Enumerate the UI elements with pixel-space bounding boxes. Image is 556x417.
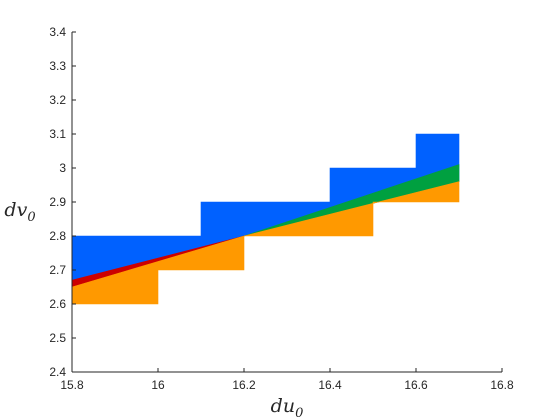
y-ticks: 2.4 2.5 2.6 2.7 2.8 2.9 3 3.1 3.2 3.3 3.4 [49,25,76,379]
x-axis-title: du0 [271,395,304,417]
x-tick-label: 16.2 [232,378,256,392]
y-axis-title-subscript: 0 [27,210,35,225]
x-tick-label: 16 [151,378,165,392]
region-0 [71,133,460,281]
x-tick-label: 16.4 [318,378,342,392]
x-axis-title-subscript: 0 [295,406,303,417]
y-tick-label: 2.6 [49,297,66,311]
region-3 [71,181,460,305]
x-ticks: 15.8 16 16.2 16.4 16.6 16.8 [60,368,514,392]
y-tick-label: 2.8 [49,229,66,243]
y-tick-label: 3.1 [49,127,66,141]
y-tick-label: 3.3 [49,59,66,73]
y-tick-label: 2.5 [49,331,66,345]
y-tick-label: 3.4 [49,25,66,39]
y-tick-label: 2.9 [49,195,66,209]
x-tick-label: 15.8 [60,378,84,392]
plot-regions [71,133,460,305]
x-tick-label: 16.8 [490,378,514,392]
axes: 15.8 16 16.2 16.4 16.6 16.8 2.42.52.62.72.82.… [49,25,514,392]
y-tick-label: 2.4 [49,365,66,379]
y-tick-label: 3.2 [49,93,66,107]
y-tick-label: 2.7 [49,263,66,277]
x-tick-label: 16.6 [404,378,428,392]
y-tick-label: 3 [59,161,66,175]
y-axis-title: dv0 [4,199,35,225]
y-axis-title-main: dv [4,199,27,221]
x-axis-title-main: du [271,395,295,417]
